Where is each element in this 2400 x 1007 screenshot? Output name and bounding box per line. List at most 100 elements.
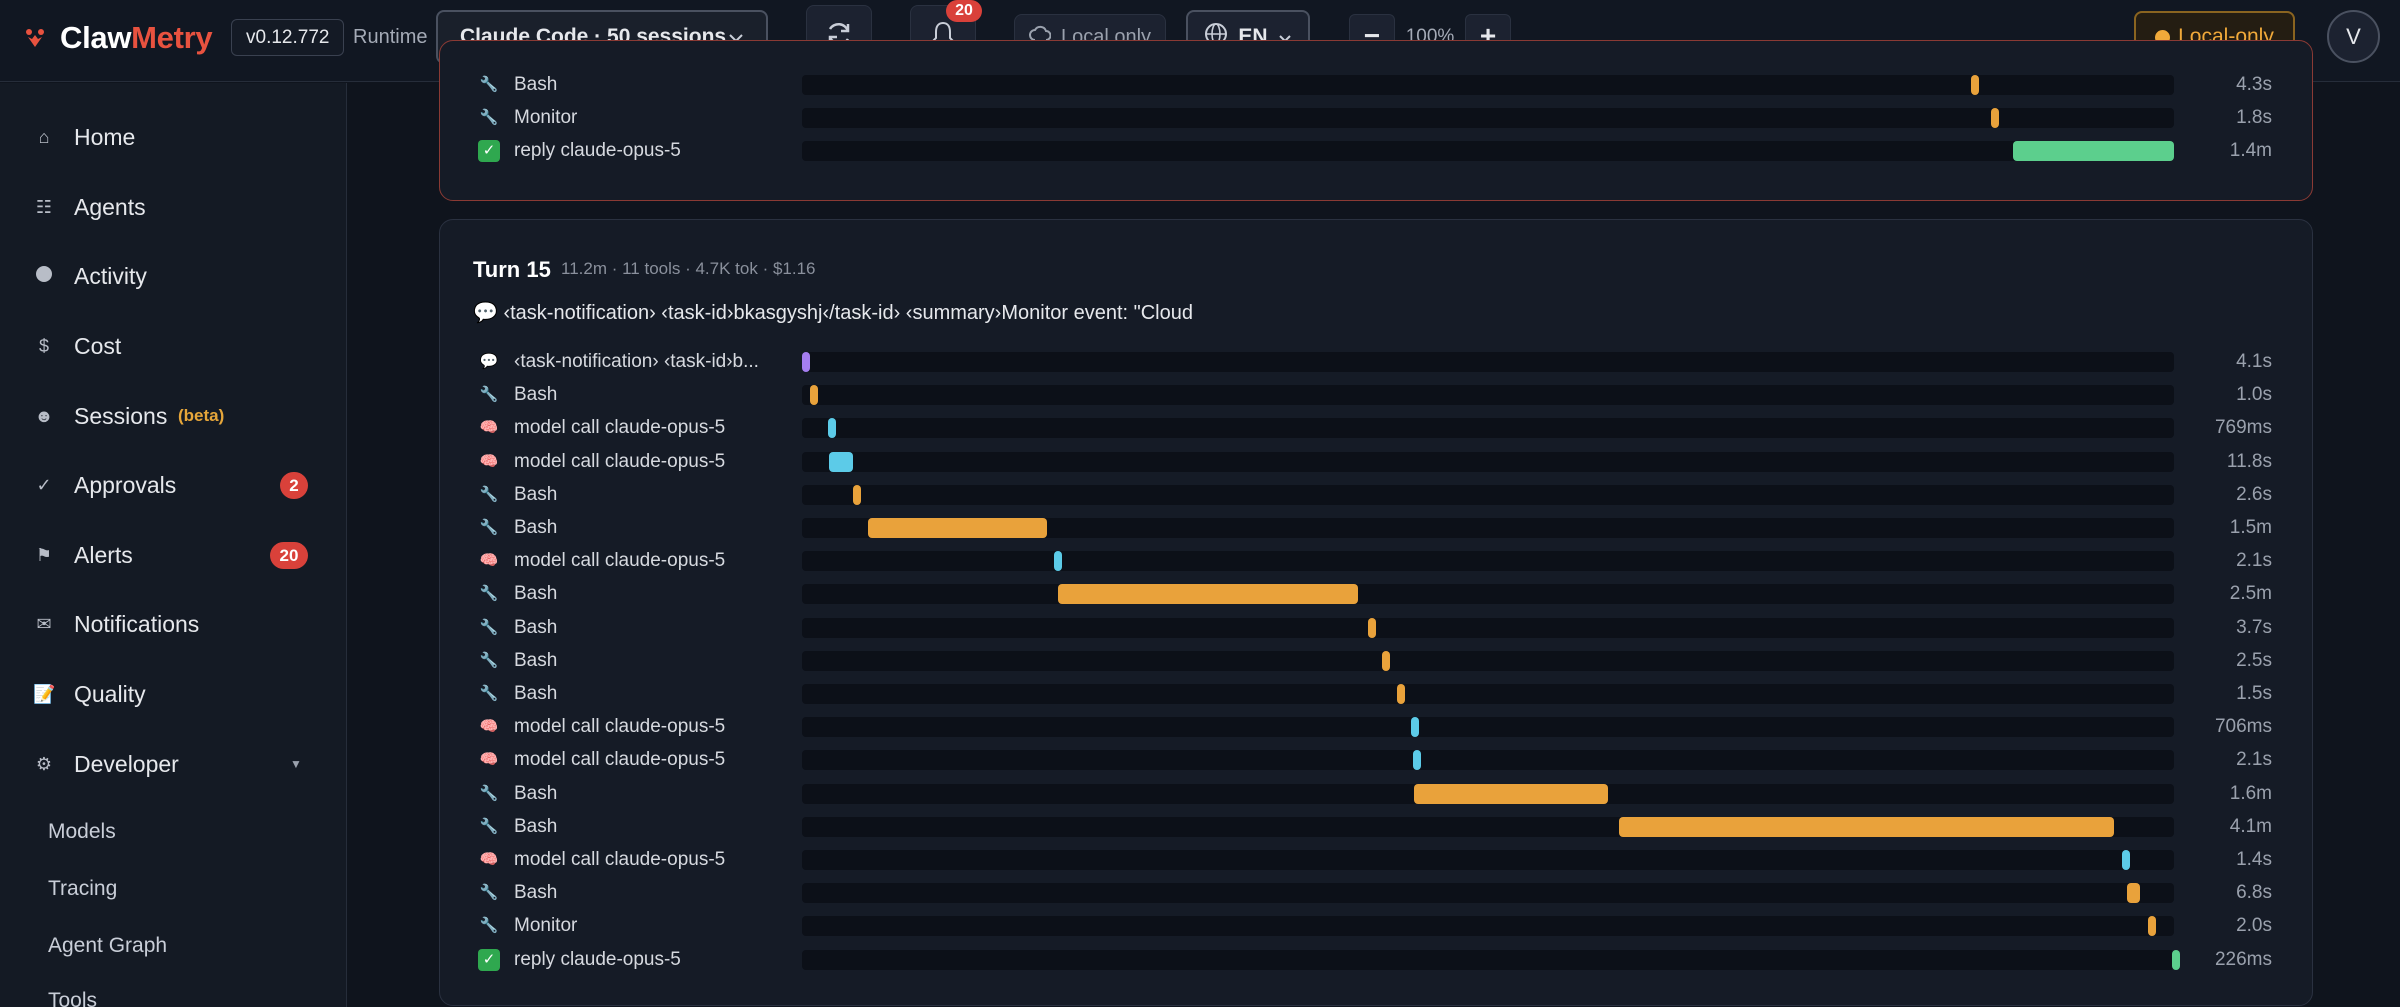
- row-duration: 11.8s: [2226, 450, 2272, 472]
- wrench-icon: 🔧: [479, 784, 499, 802]
- timeline-row[interactable]: 🔧 Bash 2.5s: [440, 646, 2314, 679]
- duration-bar[interactable]: [2171, 949, 2180, 970]
- duration-bar[interactable]: [867, 518, 1047, 538]
- timeline-track: [802, 883, 2174, 904]
- row-duration: 2.5s: [2236, 649, 2272, 671]
- brain-icon: 🧠: [479, 718, 499, 736]
- timeline-row[interactable]: 🔧 Bash 4.3s: [440, 70, 2314, 103]
- duration-bar[interactable]: [2122, 850, 2130, 870]
- sidebar-subitem-models[interactable]: Models: [48, 820, 116, 843]
- sidebar-item-approvals[interactable]: ✓ Approvals 2: [0, 457, 346, 513]
- version-badge: v0.12.772: [231, 19, 345, 56]
- timeline-row[interactable]: 🔧 Bash 6.8s: [440, 878, 2314, 911]
- timeline-row[interactable]: ✓ reply claude-opus-5 1.4m: [440, 136, 2314, 169]
- timeline-row[interactable]: 🔧 Monitor 1.8s: [440, 103, 2314, 136]
- duration-bar[interactable]: [1619, 816, 2115, 837]
- sidebar-item-quality[interactable]: 📝 Quality: [33, 680, 146, 707]
- row-label: Bash: [514, 583, 558, 605]
- sidebar-item-notifications[interactable]: ✉ Notifications: [0, 596, 346, 652]
- duration-bar[interactable]: [1410, 717, 1419, 738]
- timeline-row[interactable]: 🔧 Monitor 2.0s: [440, 911, 2314, 944]
- sidebar-item-activity[interactable]: Activity: [0, 248, 346, 304]
- timeline-row[interactable]: 🔧 Bash 3.7s: [440, 613, 2314, 646]
- wrench-icon: 🔧: [479, 386, 499, 404]
- timeline-row[interactable]: 🧠 model call claude-opus-5 2.1s: [440, 745, 2314, 778]
- timeline-row[interactable]: 🔧 Bash 1.5s: [440, 679, 2314, 712]
- duration-bar[interactable]: [2126, 883, 2140, 904]
- duration-bar[interactable]: [1413, 783, 1608, 804]
- gear-icon: ⚙: [35, 753, 53, 774]
- avatar[interactable]: V: [2327, 10, 2380, 63]
- duration-bar[interactable]: [2147, 916, 2156, 937]
- row-label: model call claude-opus-5: [514, 716, 726, 738]
- sidebar-subitem-tools[interactable]: Tools: [48, 989, 98, 1007]
- timeline-row[interactable]: 🔧 Bash 1.5m: [440, 513, 2314, 546]
- wrench-icon: 🔧: [479, 917, 499, 935]
- duration-bar[interactable]: [1991, 108, 2000, 128]
- duration-bar[interactable]: [809, 385, 818, 406]
- row-duration: 706ms: [2214, 716, 2272, 738]
- duration-bar[interactable]: [1053, 551, 1062, 572]
- duration-bar[interactable]: [1396, 684, 1405, 704]
- brain-icon: 🧠: [479, 751, 499, 769]
- sidebar-subitem-tracing[interactable]: Tracing: [48, 877, 118, 900]
- sessions-icon: ☻: [34, 405, 54, 426]
- timeline-row[interactable]: 💬 ‹task-notification› ‹task-id›b... 4.1s: [440, 347, 2314, 380]
- row-duration: 1.4m: [2229, 140, 2272, 161]
- timeline-row[interactable]: 🧠 model call claude-opus-5 769ms: [440, 413, 2314, 446]
- row-duration: 1.0s: [2236, 384, 2272, 406]
- row-label: Bash: [514, 616, 558, 638]
- row-label: ‹task-notification› ‹task-id›b...: [514, 351, 759, 372]
- flag-icon: ⚑: [35, 544, 53, 565]
- logo[interactable]: ClawMetry: [22, 20, 213, 56]
- duration-bar[interactable]: [1971, 75, 1980, 95]
- duration-bar[interactable]: [1057, 584, 1358, 605]
- row-duration: 2.0s: [2236, 915, 2272, 937]
- duration-bar[interactable]: [828, 418, 837, 439]
- timeline-track: [802, 916, 2174, 937]
- duration-bar[interactable]: [1381, 650, 1390, 671]
- row-duration: 4.3s: [2236, 74, 2272, 95]
- timeline-row[interactable]: ✓ reply claude-opus-5 226ms: [440, 945, 2314, 978]
- duration-bar[interactable]: [853, 484, 862, 505]
- timeline-row[interactable]: 🔧 Bash 1.6m: [440, 779, 2314, 812]
- row-label: model call claude-opus-5: [514, 417, 726, 439]
- turn-meta: 11.2m · 11 tools · 4.7K tok · $1.16: [561, 259, 816, 278]
- row-duration: 2.1s: [2236, 550, 2272, 572]
- timeline-row[interactable]: 🔧 Bash 2.6s: [440, 480, 2314, 513]
- timeline-row[interactable]: 🧠 model call claude-opus-5 1.4s: [440, 845, 2314, 878]
- sidebar-item-cost[interactable]: $ Cost: [0, 318, 346, 374]
- timeline-row[interactable]: 🧠 model call claude-opus-5 706ms: [440, 712, 2314, 745]
- timeline-row[interactable]: 🧠 model call claude-opus-5 11.8s: [440, 447, 2314, 480]
- timeline-row[interactable]: 🔧 Bash 2.5m: [440, 579, 2314, 612]
- wrench-icon: 🔧: [479, 109, 499, 126]
- duration-bar[interactable]: [829, 451, 854, 472]
- sidebar-item-home[interactable]: ⌂ Home: [0, 109, 346, 165]
- duration-bar[interactable]: [802, 352, 810, 372]
- sidebar-item-developer[interactable]: ⚙ Developer ▼: [0, 736, 346, 792]
- row-label: model call claude-opus-5: [514, 749, 726, 771]
- bell-count-badge: 20: [946, 0, 982, 22]
- row-label: Bash: [514, 517, 558, 538]
- row-label: Bash: [514, 74, 558, 95]
- timeline-track: [802, 385, 2174, 406]
- wrench-icon: 🔧: [479, 76, 499, 93]
- speech-icon: 💬: [479, 353, 499, 370]
- timeline-row[interactable]: 🔧 Bash 1.0s: [440, 380, 2314, 413]
- row-label: Monitor: [514, 107, 578, 128]
- duration-bar[interactable]: [1367, 617, 1376, 638]
- sidebar-subitem-agent-graph[interactable]: Agent Graph: [48, 934, 168, 957]
- sidebar: ⌂ Home ☷ Agents Activity $ Cost ☻ Sessio…: [0, 83, 347, 1007]
- timeline-row[interactable]: 🧠 model call claude-opus-5 2.1s: [440, 546, 2314, 579]
- row-label: model call claude-opus-5: [514, 849, 726, 870]
- row-label: Bash: [514, 882, 558, 904]
- duration-bar[interactable]: [1412, 750, 1421, 771]
- turn-message: 💬 ‹task-notification› ‹task-id›bkasgyshj…: [473, 302, 1193, 324]
- chevron-down-icon: ▼: [290, 757, 302, 771]
- sidebar-item-sessions[interactable]: ☻ Sessions (beta): [34, 402, 225, 429]
- sidebar-item-alerts[interactable]: ⚑ Alerts 20: [0, 527, 346, 583]
- sidebar-item-agents[interactable]: ☷ Agents: [0, 179, 346, 235]
- wrench-icon: 🔧: [479, 618, 499, 636]
- timeline-row[interactable]: 🔧 Bash 4.1m: [440, 812, 2314, 845]
- duration-bar[interactable]: [2013, 141, 2174, 161]
